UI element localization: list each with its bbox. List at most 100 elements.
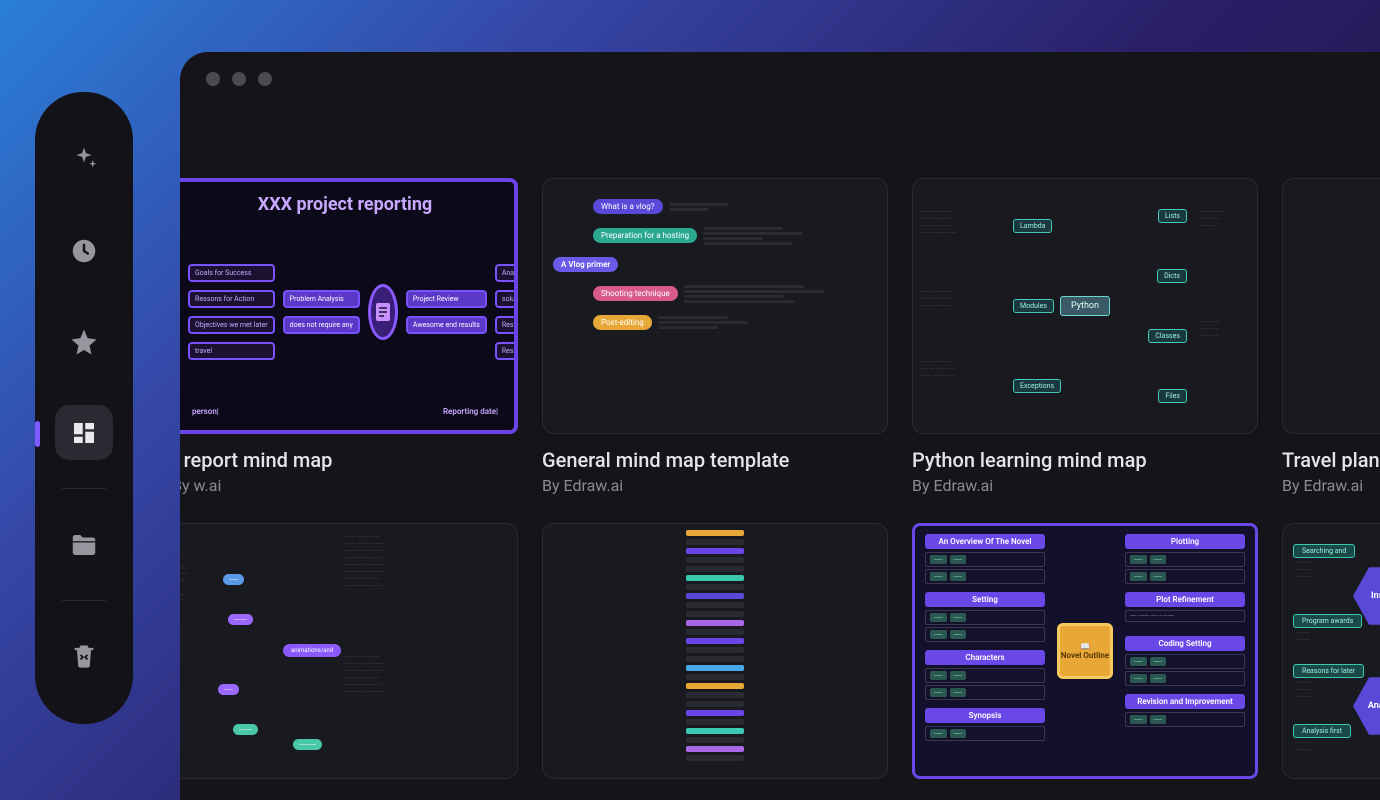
thumb-hub: animations/and bbox=[283, 644, 341, 657]
traffic-minimize-icon[interactable] bbox=[232, 72, 246, 86]
thumb-node: Analysis and bbox=[495, 264, 518, 282]
thumb-node: Lists bbox=[1158, 209, 1187, 223]
thumb-node: ─── bbox=[233, 724, 258, 735]
thumb-root: A Vlog primer bbox=[553, 257, 618, 272]
thumb-hex: Analysis bbox=[1353, 674, 1380, 738]
thumb-node: Resultc Measures bbox=[495, 316, 518, 334]
thumb-node: ── bbox=[218, 684, 239, 695]
thumb-node: Dicts bbox=[1157, 269, 1187, 283]
template-author: By w.ai bbox=[180, 476, 518, 495]
thumb-pill: Analysis first bbox=[1293, 724, 1351, 738]
window-titlebar bbox=[180, 52, 1380, 106]
template-card[interactable] bbox=[542, 523, 888, 779]
sidebar-separator bbox=[62, 488, 106, 489]
thumb-node: Exceptions bbox=[1013, 379, 1061, 393]
thumb-node: Shooting technique bbox=[593, 286, 678, 301]
template-card[interactable]: Python Lambda Modules Exceptions Lists D… bbox=[912, 178, 1258, 495]
template-author: By Edraw.ai bbox=[542, 476, 888, 495]
thumb-node: ── bbox=[223, 574, 244, 585]
app-window: XXX project reporting Goals for Success … bbox=[180, 52, 1380, 800]
template-card[interactable]: animations/and ── ─── ── ─── ──── ─ ── ─… bbox=[180, 523, 518, 779]
thumb-text: ── ───── ─── ── bbox=[1295, 680, 1310, 701]
template-thumbnail: 📖Novel Outline An Overview Of The Novel … bbox=[912, 523, 1258, 779]
thumb-node: Modules bbox=[1013, 299, 1054, 313]
thumb-text: ── ───── ─── ── bbox=[1295, 560, 1310, 581]
thumb-text: ────────── bbox=[180, 564, 217, 599]
thumb-center: 📖Novel Outline bbox=[1057, 623, 1113, 679]
star-icon bbox=[69, 327, 99, 357]
thumb-text: ─ ── ─── ──── ───── ───── ── ─ ── bbox=[921, 359, 1001, 380]
thumb-heading: XXX project reporting bbox=[182, 194, 508, 215]
template-title: Travel planner mind m bbox=[1282, 448, 1380, 472]
template-card[interactable]: travel plann Day 1 Day 2 ───── ── ─── ──… bbox=[1282, 178, 1380, 495]
template-title: Python learning mind map bbox=[912, 448, 1258, 472]
template-thumbnail: travel plann Day 1 Day 2 ───── ── ─── ──… bbox=[1282, 178, 1380, 434]
collage-icon bbox=[69, 418, 99, 448]
thumb-text: ─ ── ─── ──── ─ ──── ──── ── ─ ──── ────… bbox=[921, 209, 1001, 237]
template-title: t report mind map bbox=[180, 448, 518, 472]
traffic-zoom-icon[interactable] bbox=[258, 72, 272, 86]
template-author: By Edraw.ai bbox=[912, 476, 1258, 495]
thumb-pill: Reasons for later bbox=[1293, 664, 1364, 678]
sidebar-item-trash[interactable] bbox=[55, 629, 113, 684]
template-thumbnail bbox=[542, 523, 888, 779]
thumb-node: Project Review bbox=[406, 290, 487, 308]
thumb-footer: person| bbox=[192, 407, 219, 416]
template-author: By Edraw.ai bbox=[1282, 476, 1380, 495]
thumb-section: Synopsis bbox=[925, 708, 1045, 723]
thumb-node: travel bbox=[188, 342, 275, 360]
trash-icon bbox=[70, 642, 98, 670]
document-icon bbox=[371, 300, 395, 324]
thumb-node: Objectives we met later bbox=[188, 316, 275, 334]
sidebar-item-recent[interactable] bbox=[55, 223, 113, 278]
thumb-node: Preparation for a hosting bbox=[593, 228, 697, 243]
thumb-node: Lambda bbox=[1013, 219, 1052, 233]
sidebar bbox=[35, 92, 133, 724]
thumb-section: An Overview Of The Novel bbox=[925, 534, 1045, 549]
thumb-text: ── ─ ─── ───── ── ─ ──── ─ ──── ─ bbox=[921, 289, 1001, 310]
thumb-footer: Reporting date| bbox=[443, 407, 498, 416]
thumb-node: What is a vlog? bbox=[593, 199, 663, 214]
thumb-node: ─── bbox=[228, 614, 253, 625]
thumb-node: ──── bbox=[293, 739, 322, 750]
sidebar-item-favorites[interactable] bbox=[55, 314, 113, 369]
template-thumbnail: XXX project reporting Goals for Success … bbox=[180, 178, 518, 434]
template-card[interactable]: What is a vlog? Preparation for a hostin… bbox=[542, 178, 888, 495]
template-card[interactable]: 📖Novel Outline An Overview Of The Novel … bbox=[912, 523, 1258, 779]
template-card[interactable]: Insight Analysis Review of GR Searching … bbox=[1282, 523, 1380, 779]
template-grid: XXX project reporting Goals for Success … bbox=[180, 178, 1380, 779]
thumb-section: Characters bbox=[925, 650, 1045, 665]
clock-icon bbox=[69, 236, 99, 266]
sidebar-item-ai[interactable] bbox=[55, 132, 113, 187]
template-thumbnail: animations/and ── ─── ── ─── ──── ─ ── ─… bbox=[180, 523, 518, 779]
template-card[interactable]: XXX project reporting Goals for Success … bbox=[180, 178, 518, 495]
thumb-text: ── ─ ───── ─── ── ── bbox=[1199, 319, 1249, 340]
sidebar-item-templates[interactable] bbox=[55, 405, 113, 460]
thumb-text: ── ─ ─── ── ──── ── ─ ── ──── ─ ──── ─ ─… bbox=[343, 654, 473, 696]
thumb-text: ── ───── ─ bbox=[1295, 740, 1310, 754]
thumb-node: Files bbox=[1158, 389, 1187, 403]
thumb-center-icon bbox=[368, 284, 398, 340]
thumb-node: Resultc scene objections bbox=[495, 342, 518, 360]
thumb-section: Setting bbox=[925, 592, 1045, 607]
thumb-center: Python bbox=[1060, 296, 1110, 316]
sidebar-separator bbox=[62, 600, 106, 601]
folder-icon bbox=[69, 530, 99, 560]
template-thumbnail: Insight Analysis Review of GR Searching … bbox=[1282, 523, 1380, 779]
template-title: General mind map template bbox=[542, 448, 888, 472]
thumb-tags: ───── ── ─── ── ─ ── ─── ── ── ─ ─── ── … bbox=[1293, 219, 1380, 299]
thumb-text: ── ───── ─ bbox=[1295, 630, 1310, 644]
thumb-section: Plotting bbox=[1125, 534, 1245, 549]
thumb-node: Problem Analysis bbox=[283, 290, 360, 308]
thumb-node: does not require any bbox=[283, 316, 360, 334]
template-thumbnail: What is a vlog? Preparation for a hostin… bbox=[542, 178, 888, 434]
traffic-close-icon[interactable] bbox=[206, 72, 220, 86]
thumb-node: Post-editing bbox=[593, 315, 652, 330]
sidebar-item-files[interactable] bbox=[55, 517, 113, 572]
thumb-section: Revision and Improvement bbox=[1125, 694, 1245, 709]
thumb-pill: Program awards bbox=[1293, 614, 1362, 628]
thumb-node: Reasons for Action bbox=[188, 290, 275, 308]
thumb-node: solution plan bbox=[495, 290, 518, 308]
thumb-pill: Searching and bbox=[1293, 544, 1355, 558]
thumb-node: Classes bbox=[1148, 329, 1187, 343]
